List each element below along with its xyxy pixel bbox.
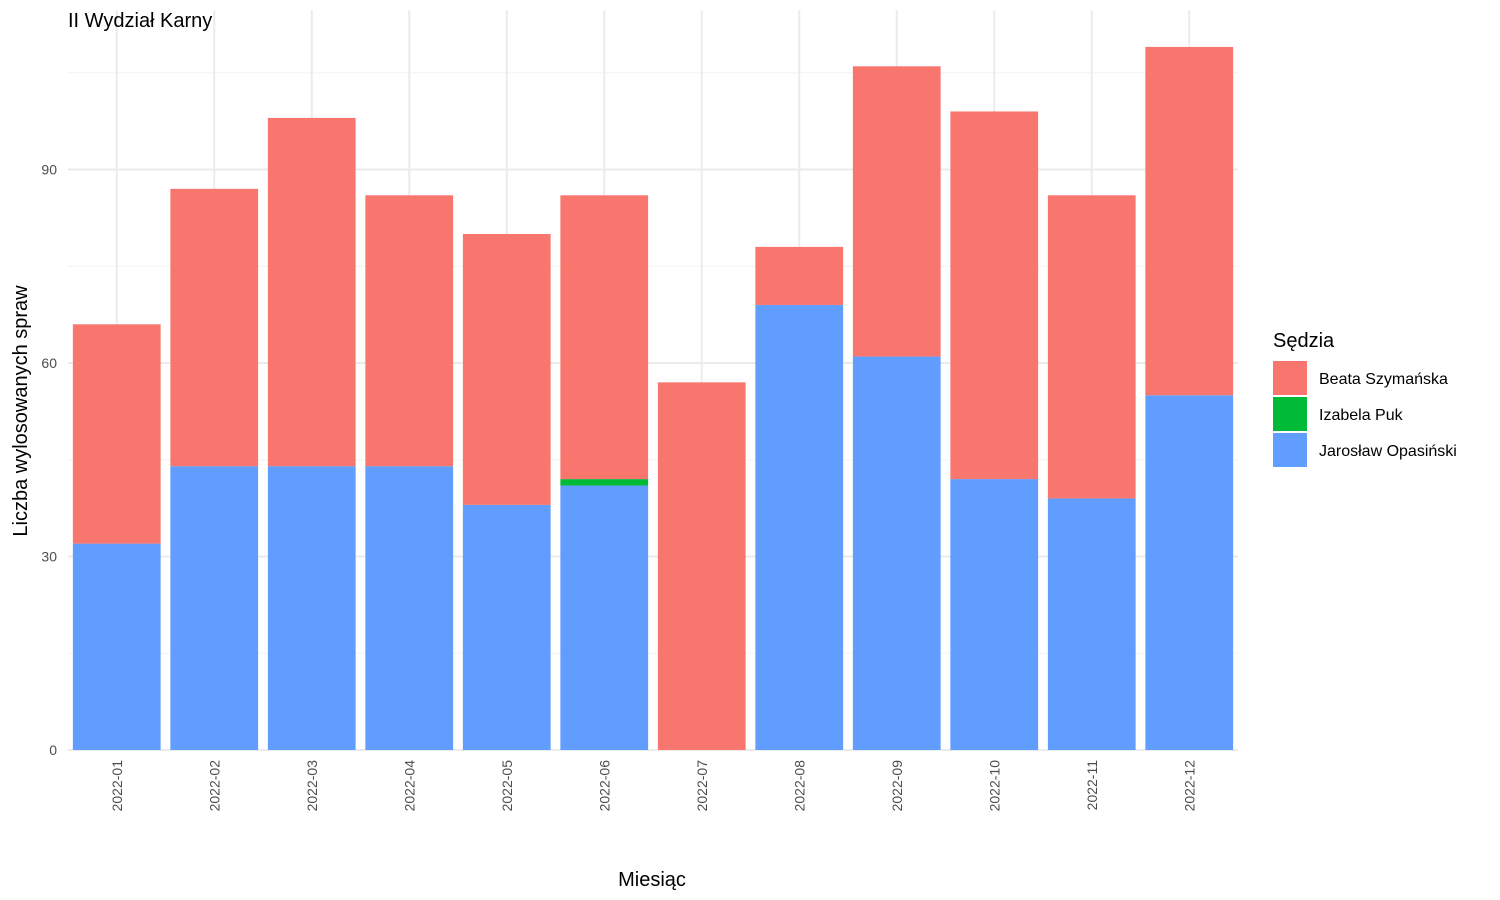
bar-segment (1047, 498, 1136, 750)
bar-segment (1047, 195, 1136, 499)
bar-segment (267, 466, 356, 750)
x-tick-label: 2022-07 (694, 760, 710, 812)
y-tick-label: 0 (49, 742, 57, 758)
x-tick-label: 2022-10 (986, 760, 1002, 812)
x-tick-label: 2022-03 (304, 760, 320, 812)
bar-segment (267, 117, 356, 467)
x-tick-label: 2022-02 (206, 760, 222, 812)
bar-segment (950, 111, 1039, 480)
x-tick-label: 2022-05 (499, 760, 515, 812)
bar-segment (657, 382, 746, 750)
legend-key (1273, 433, 1307, 467)
y-tick-label: 60 (41, 355, 57, 371)
legend-key (1273, 361, 1307, 395)
bar-segment (950, 479, 1039, 750)
bar-segment (1145, 395, 1234, 750)
x-tick-label: 2022-12 (1181, 760, 1197, 812)
legend-label: Izabela Puk (1319, 407, 1404, 424)
x-tick-label: 2022-11 (1084, 760, 1100, 811)
bar-segment (170, 188, 259, 467)
legend-title: Sędzia (1273, 330, 1335, 352)
bar-segment (852, 66, 941, 357)
y-axis-title: Liczba wylosowanych spraw (10, 285, 32, 537)
bar-segment (365, 466, 454, 750)
bar-segment (560, 479, 649, 486)
x-tick-label: 2022-08 (791, 760, 807, 812)
bar-segment (462, 234, 551, 505)
x-axis-ticks: 2022-01 2022-02 2022-03 2022-04 2022-05 2022-… (109, 760, 1198, 812)
bar-segment (755, 246, 844, 305)
y-axis-ticks: 0 30 60 90 (41, 162, 57, 759)
bar-segment (755, 304, 844, 750)
bar-segment (560, 485, 649, 750)
legend-key (1273, 397, 1307, 431)
bar-segment (852, 356, 941, 750)
x-axis-title: Miesiąc (618, 869, 686, 891)
x-tick-label: 2022-01 (109, 760, 125, 812)
bar-segment (365, 195, 454, 467)
bars (72, 46, 1234, 750)
legend: Sędzia Beata Szymańska Izabela Puk Jarosła… (1273, 330, 1457, 467)
bar-segment (170, 466, 259, 750)
bar-segment (560, 195, 649, 480)
x-tick-label: 2022-09 (889, 760, 905, 812)
bar-segment (72, 324, 161, 544)
y-tick-label: 90 (41, 162, 57, 178)
legend-label: Jarosław Opasiński (1319, 443, 1457, 460)
y-tick-label: 30 (41, 549, 57, 565)
legend-label: Beata Szymańska (1319, 371, 1448, 388)
bar-segment (462, 504, 551, 750)
chart-title: II Wydział Karny (68, 10, 212, 32)
bar-segment (72, 543, 161, 750)
x-tick-label: 2022-04 (401, 760, 417, 812)
x-tick-label: 2022-06 (596, 760, 612, 812)
bar-segment (1145, 46, 1234, 396)
